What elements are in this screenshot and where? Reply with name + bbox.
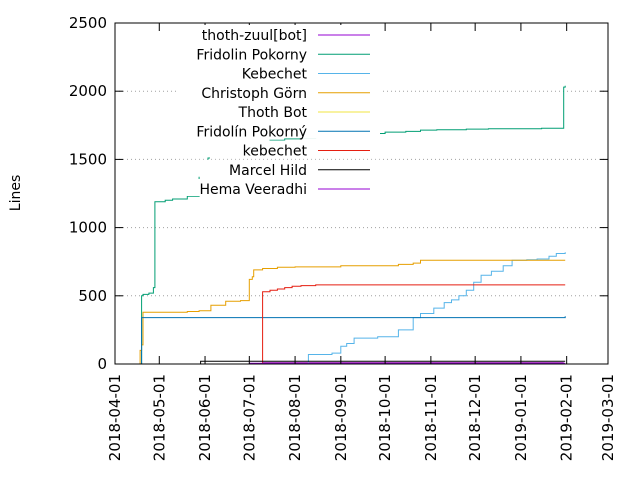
legend-entry-background: [178, 121, 380, 139]
y-tick-label: 2500: [69, 14, 107, 32]
legend-entry-background: [178, 140, 380, 158]
x-tick-label: 2018-08-01: [286, 374, 304, 461]
x-tick-label: 2019-01-01: [512, 374, 530, 461]
legend-entry-label: Christoph Görn: [201, 86, 307, 102]
series-line: [141, 316, 566, 364]
legend-entry-label: Thoth Bot: [238, 105, 308, 121]
y-tick-label: 500: [78, 287, 107, 305]
x-tick-label: 2018-04-01: [106, 374, 124, 461]
series-line: [262, 284, 566, 364]
legend: thoth-zuul[bot] Fridolin Pokorny Kebechet C…: [178, 25, 380, 198]
y-tick-label: 2000: [69, 82, 107, 100]
y-tick-label: 0: [97, 355, 107, 373]
y-tick-label: 1000: [69, 219, 107, 237]
y-axis-label: Lines: [8, 175, 24, 211]
x-tick-label: 2018-10-01: [376, 374, 394, 461]
x-axis-ticks: 2018-04-01 2018-05-01 2018-06-01 2018-07-01…: [106, 23, 617, 461]
legend-entry-label: Marcel Hild: [229, 163, 307, 179]
x-tick-label: 2018-12-01: [466, 374, 484, 461]
x-tick-label: 2018-11-01: [422, 374, 440, 461]
legend-entry-label: Kebechet: [242, 67, 308, 83]
series-line: [200, 360, 566, 364]
series-line: [307, 252, 566, 364]
series-line: [139, 259, 566, 364]
legend-entry-background: [178, 82, 380, 100]
legend-entry-label: thoth-zuul[bot]: [202, 28, 307, 44]
x-tick-label: 2018-07-01: [240, 374, 258, 461]
legend-entry-label: kebechet: [243, 144, 308, 160]
legend-entry-label: Hema Veeradhi: [199, 182, 307, 198]
legend-entry-background: [178, 102, 380, 119]
legend-entry-background: [178, 25, 380, 42]
x-tick-label: 2019-02-01: [558, 374, 576, 461]
legend-entry-label: Fridolín Pokorný: [196, 124, 307, 140]
x-tick-label: 2018-09-01: [332, 374, 350, 461]
x-tick-label: 2018-05-01: [150, 374, 168, 461]
legend-entry-background: [178, 44, 380, 62]
y-tick-label: 1500: [69, 150, 107, 168]
plot-border: [114, 22, 609, 365]
legend-entry-label: Fridolin Pokorny: [196, 47, 307, 63]
legend-entry-background: [178, 179, 380, 196]
legend-entry-background: [178, 159, 380, 177]
x-tick-label: 2019-03-01: [599, 374, 617, 461]
legend-entry-background: [178, 63, 380, 81]
y-axis-ticks: 0 500 1000 1500 2000 2500: [69, 14, 608, 373]
x-tick-label: 2018-06-01: [196, 374, 214, 461]
